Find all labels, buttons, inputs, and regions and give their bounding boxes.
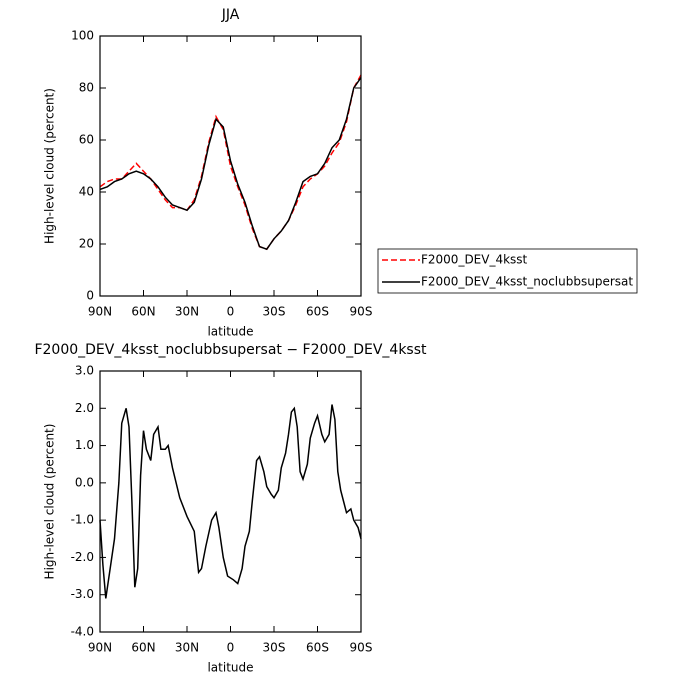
x-tick-label: 60S [306, 305, 329, 319]
y-tick-label: 60 [79, 133, 94, 147]
y-tick-label: 40 [79, 185, 94, 199]
y-tick-label: 1.0 [75, 438, 94, 452]
y-axis-label: High-level cloud (percent) [43, 424, 57, 580]
y-tick-label: 20 [79, 237, 94, 251]
y-tick-label: 0.0 [75, 475, 94, 489]
y-tick-label: -3.0 [71, 587, 94, 601]
y-axis-label: High-level cloud (percent) [43, 88, 57, 244]
y-tick-label: 80 [79, 81, 94, 95]
plot-frame [99, 370, 362, 633]
x-tick-label: 60N [131, 641, 155, 655]
x-tick-label: 0 [227, 305, 235, 319]
legend-box [377, 248, 638, 294]
y-tick-label: -1.0 [71, 513, 94, 527]
x-tick-label: 60N [131, 305, 155, 319]
x-tick-label: 30N [175, 641, 199, 655]
panel-title: JJA [221, 7, 240, 23]
x-tick-label: 60S [306, 641, 329, 655]
y-tick-label: 2.0 [75, 401, 94, 415]
x-tick-label: 30S [263, 641, 286, 655]
x-tick-label: 0 [227, 641, 235, 655]
legend-label: F2000_DEV_4ksst [421, 253, 528, 267]
x-axis-label: latitude [207, 661, 253, 675]
y-tick-label: 3.0 [75, 364, 94, 378]
panel-title: F2000_DEV_4ksst_noclubbsupersat − F2000_… [34, 342, 427, 358]
x-tick-label: 30S [263, 305, 286, 319]
y-tick-label: 0 [86, 289, 94, 303]
y-tick-label: -2.0 [71, 550, 94, 564]
x-tick-label: 90S [350, 641, 373, 655]
x-axis-label: latitude [207, 325, 253, 339]
legend-label: F2000_DEV_4ksst_noclubbsupersat [421, 275, 633, 289]
x-tick-label: 90S [350, 305, 373, 319]
y-tick-label: 100 [71, 29, 94, 43]
x-tick-label: 90N [88, 305, 112, 319]
x-tick-label: 30N [175, 305, 199, 319]
x-tick-label: 90N [88, 641, 112, 655]
series-line [99, 77, 362, 251]
plot-frame [99, 35, 362, 297]
series-line [99, 404, 362, 599]
y-tick-label: -4.0 [71, 625, 94, 639]
